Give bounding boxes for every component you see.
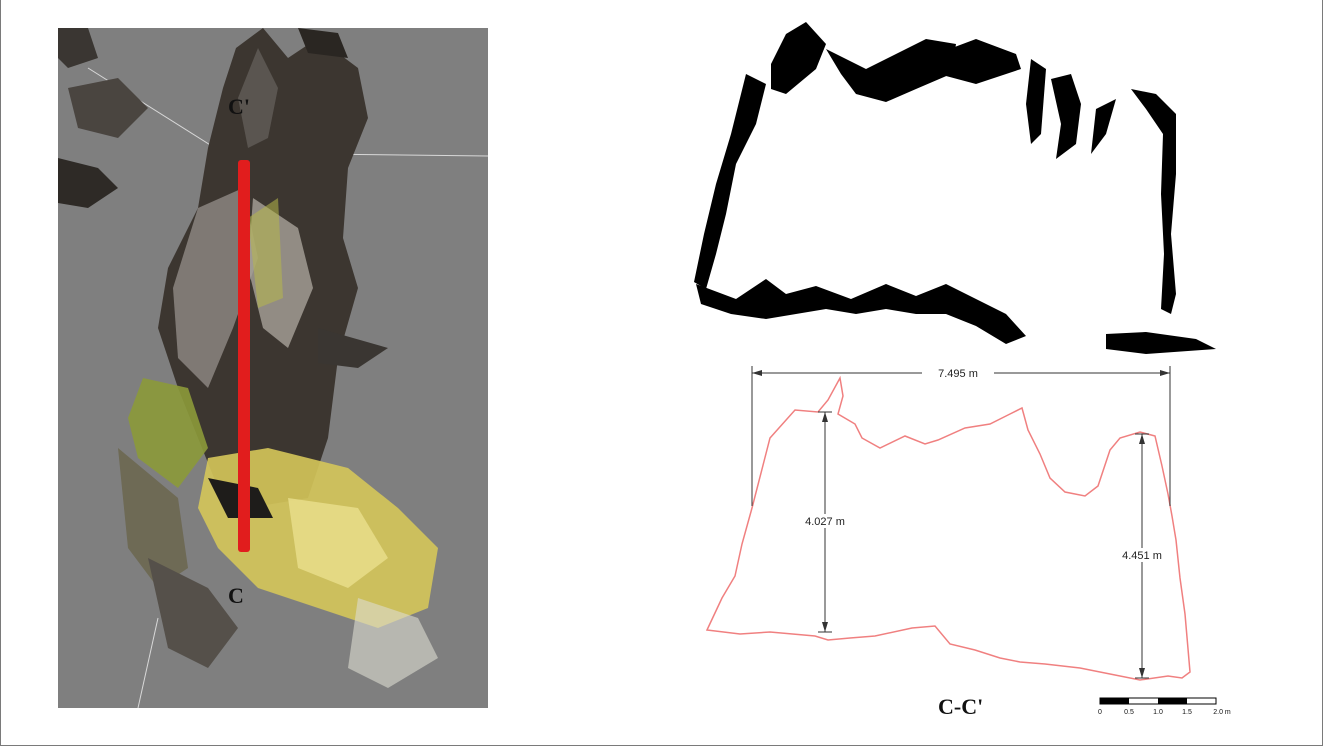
lit-area xyxy=(288,498,388,588)
rock-surface xyxy=(238,48,278,148)
label-c-prime: C' xyxy=(228,94,250,119)
scale-tick-label: 0 xyxy=(1098,709,1102,716)
slice-wall-top-left xyxy=(771,22,826,94)
rock-fragment xyxy=(58,158,118,208)
scale-tick-label: 2.0 m xyxy=(1213,709,1231,716)
rock-lower xyxy=(148,558,238,668)
scale-segment xyxy=(1100,698,1129,704)
section-line xyxy=(238,160,250,552)
scale-tick-label: 1.5 xyxy=(1182,709,1192,716)
rock-fragment xyxy=(298,28,348,58)
rock-surface xyxy=(173,188,258,388)
moss-patch xyxy=(248,198,283,308)
scale-tick-label: 0.5 xyxy=(1124,709,1134,716)
rock-fragment xyxy=(348,598,438,688)
label-c: C xyxy=(228,583,244,608)
slice-fragment xyxy=(1091,99,1116,154)
scale-segment xyxy=(1158,698,1187,704)
label-bg xyxy=(1110,548,1174,562)
cross-section-slice xyxy=(676,14,1236,359)
slice-fragment xyxy=(1026,59,1046,144)
rock-fragment xyxy=(318,328,388,368)
slice-wall-right-upper xyxy=(1051,74,1081,159)
section-title: C-C' xyxy=(938,694,984,719)
arrowhead xyxy=(752,370,762,376)
label-bg xyxy=(792,514,856,528)
arrowhead xyxy=(822,412,828,422)
slice-svg xyxy=(694,22,1216,354)
width-label: 7.495 m xyxy=(938,368,978,380)
profile-drawing: 7.495 m 4.027 m 4.451 m xyxy=(700,366,1200,684)
point-cloud-view: C' C xyxy=(58,28,488,708)
slice-wall-right xyxy=(1131,89,1176,314)
left-height-label: 4.027 m xyxy=(805,516,845,528)
arrowhead xyxy=(1139,668,1145,678)
wireframe-line xyxy=(137,617,159,708)
rock-fragment xyxy=(58,28,98,68)
scale-tick-label: 1.0 xyxy=(1153,709,1163,716)
arrowhead xyxy=(1160,370,1170,376)
slice-wall-left xyxy=(694,74,766,289)
slice-wall-bottom xyxy=(696,279,1026,344)
label-bg xyxy=(922,366,994,380)
rock-fragment xyxy=(68,78,148,138)
arrowhead xyxy=(822,622,828,632)
slice-wall-top-right xyxy=(936,39,1021,84)
slice-wall-top xyxy=(826,39,956,102)
slice-wall-bottom-right xyxy=(1106,332,1216,354)
rock-lower xyxy=(118,448,188,588)
arrowhead xyxy=(1139,434,1145,444)
profile-svg: 7.495 m 4.027 m 4.451 m xyxy=(705,366,1191,681)
profile-outline xyxy=(705,375,1191,681)
right-height-label: 4.451 m xyxy=(1122,550,1162,562)
scale-bar: 0 0.5 1.0 1.5 2.0 m xyxy=(1096,696,1246,725)
moss-patch xyxy=(128,378,208,488)
point-cloud-svg xyxy=(58,28,488,708)
scale-bar-svg: 0 0.5 1.0 1.5 2.0 m xyxy=(1098,697,1231,716)
